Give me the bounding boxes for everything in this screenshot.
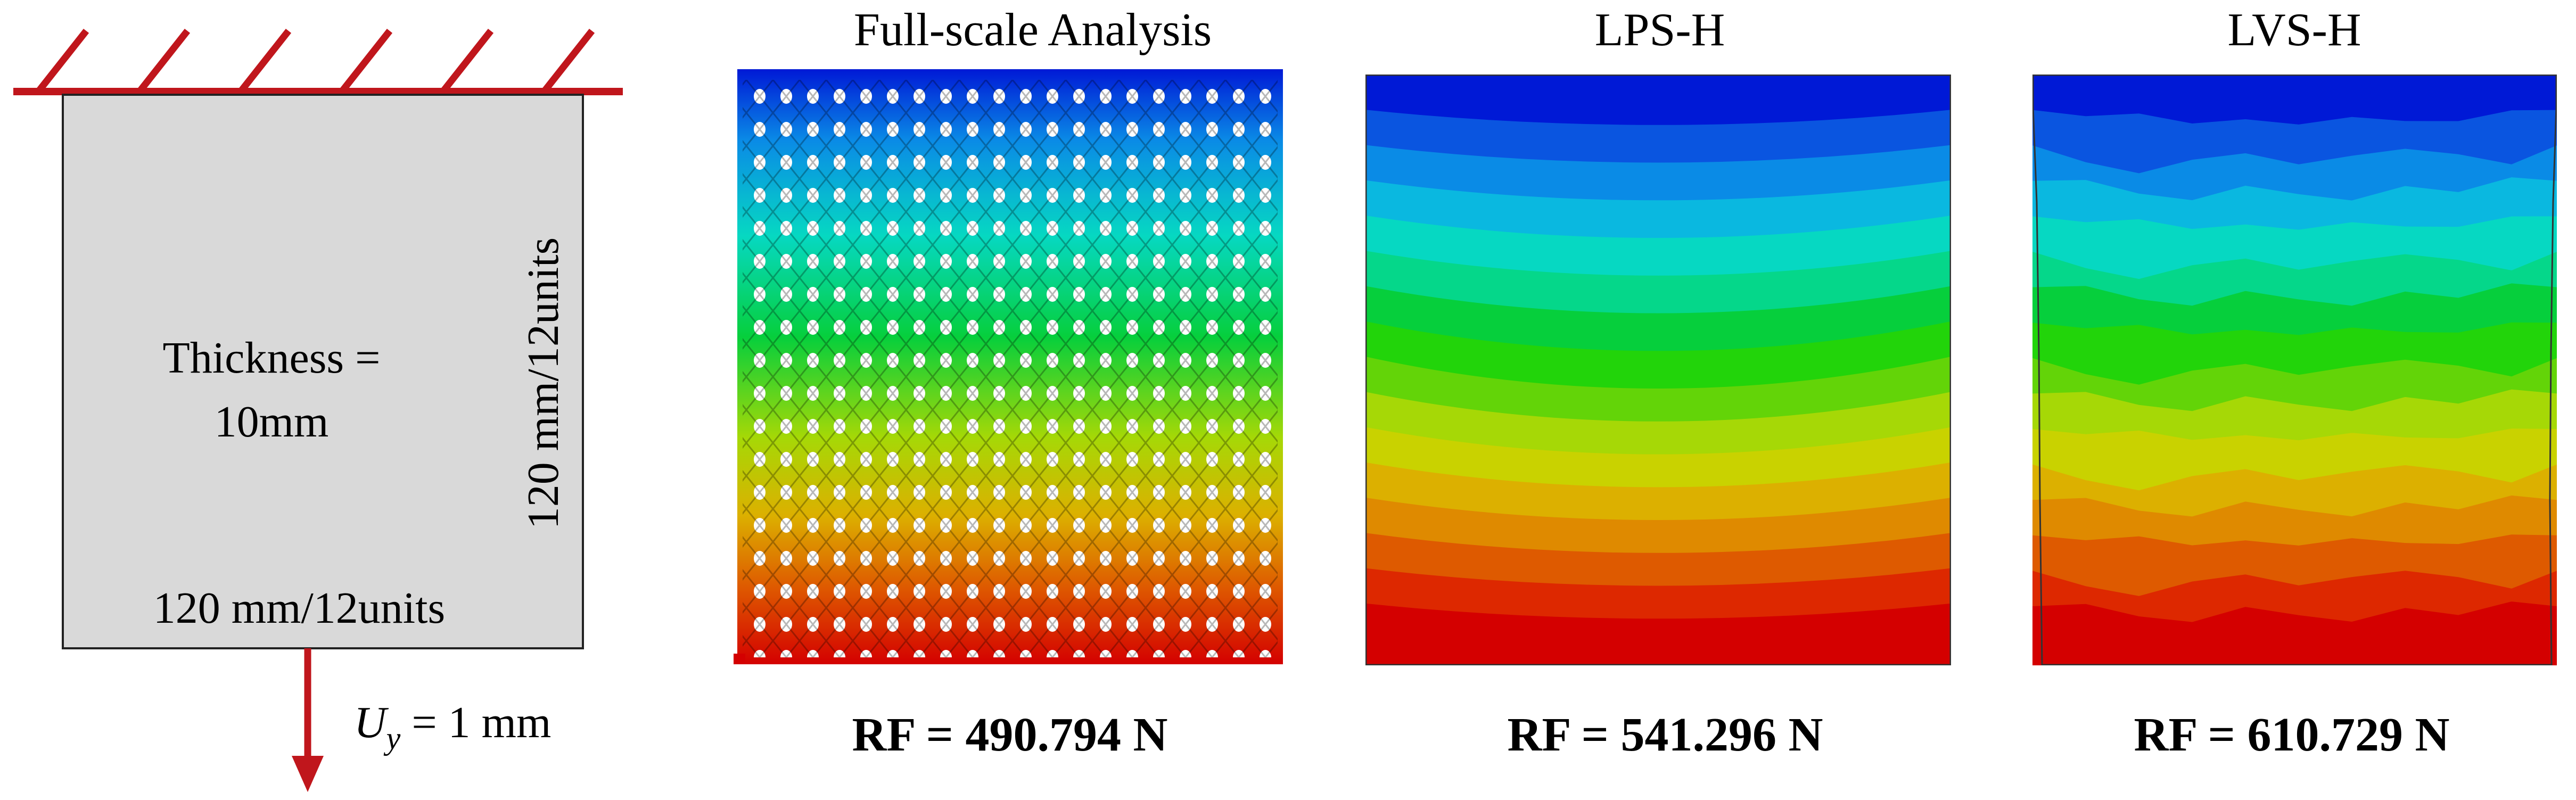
plate-specimen	[62, 94, 584, 649]
panel-lvs-h: LVS-H RF = 610.729 N	[2032, 4, 2557, 761]
support-hatch	[339, 28, 393, 94]
contour-bands	[1365, 75, 1951, 665]
load-symbol: U	[354, 698, 389, 747]
contour-band	[2032, 75, 2557, 125]
lattice-holes	[743, 80, 1278, 657]
support-hatch	[136, 28, 191, 94]
height-dimension-label: 120 mm/12units	[519, 237, 568, 529]
displacement-label: Uy = 1 mm	[354, 698, 551, 756]
lattice-base-tab	[734, 654, 745, 664]
reaction-force: RF = 610.729 N	[2134, 708, 2450, 761]
panel-title: LVS-H	[2227, 4, 2361, 56]
load-value: = 1 mm	[400, 698, 551, 747]
thickness-label: Thickness =	[163, 333, 381, 383]
arrow-head	[292, 756, 324, 792]
lps-contour-plot	[1365, 75, 1951, 665]
plot-outline	[2032, 75, 2557, 665]
thickness-value: 10mm	[215, 397, 329, 447]
panel-title: LPS-H	[1595, 4, 1725, 56]
reaction-force: RF = 490.794 N	[852, 708, 1168, 761]
setup-schematic: Thickness = 10mm 120 mm/12units 120 mm/1…	[13, 28, 623, 792]
support-hatch	[35, 28, 89, 94]
lvs-contour-plot	[2032, 75, 2557, 665]
support-hatch	[440, 28, 494, 94]
support-hatch	[541, 28, 595, 94]
contour-band	[1365, 75, 1951, 125]
reaction-force: RF = 541.296 N	[1508, 708, 1823, 761]
panel-title: Full-scale Analysis	[854, 4, 1212, 56]
plot-frame	[1365, 75, 1951, 665]
panel-lps-h: LPS-H RF = 541.296 N	[1365, 4, 1951, 761]
support-hatch	[237, 28, 292, 94]
panel-full-scale: Full-scale Analysis RF = 490.794 N	[734, 4, 1283, 761]
displacement-arrow	[292, 648, 324, 792]
load-subscript: y	[383, 721, 401, 756]
width-dimension-label: 120 mm/12units	[153, 583, 445, 633]
fixed-support-hatching	[13, 28, 623, 95]
contour-bands	[2032, 75, 2557, 665]
